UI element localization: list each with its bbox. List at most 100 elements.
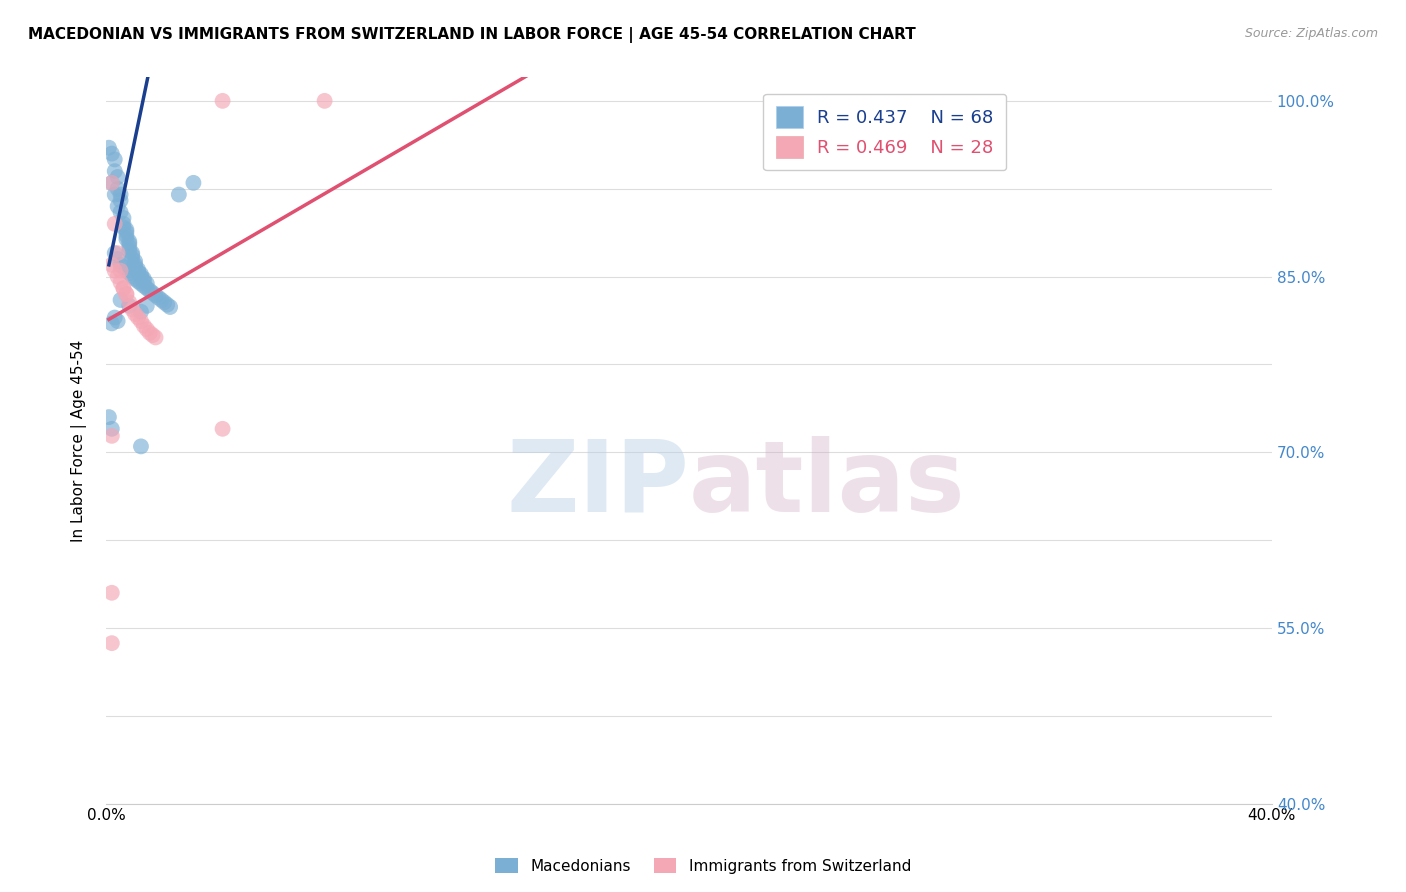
Point: [115, 263, 138, 277]
Point: [129, 277, 152, 291]
Point: [135, 299, 157, 313]
Text: ZIP: ZIP: [506, 435, 689, 533]
Point: [115, 228, 138, 243]
Point: [118, 299, 141, 313]
Point: [150, 293, 173, 307]
Point: [129, 314, 152, 328]
Point: [121, 248, 143, 262]
Point: [115, 225, 138, 239]
Point: [97, 410, 120, 425]
Point: [118, 235, 141, 249]
Point: [104, 153, 127, 167]
Point: [127, 310, 149, 325]
Point: [118, 244, 141, 258]
Point: [107, 182, 129, 196]
Point: [121, 269, 143, 284]
Point: [129, 439, 152, 453]
Point: [129, 269, 152, 284]
Point: [124, 254, 146, 268]
Y-axis label: In Labor Force | Age 45-54: In Labor Force | Age 45-54: [72, 339, 87, 541]
Point: [118, 266, 141, 280]
Point: [115, 223, 138, 237]
Point: [135, 281, 157, 295]
Point: [101, 258, 124, 272]
Point: [159, 300, 181, 314]
Point: [110, 258, 132, 272]
Point: [145, 288, 167, 302]
Point: [107, 246, 129, 260]
Point: [132, 318, 155, 333]
Legend: R = 0.437    N = 68, R = 0.469    N = 28: R = 0.437 N = 68, R = 0.469 N = 28: [763, 94, 1007, 170]
Point: [138, 284, 160, 298]
Point: [135, 322, 157, 336]
Point: [112, 220, 135, 235]
Point: [121, 246, 143, 260]
Text: MACEDONIAN VS IMMIGRANTS FROM SWITZERLAND IN LABOR FORCE | AGE 45-54 CORRELATION: MACEDONIAN VS IMMIGRANTS FROM SWITZERLAN…: [28, 27, 915, 43]
Point: [112, 281, 135, 295]
Point: [118, 240, 141, 254]
Point: [153, 295, 176, 310]
Point: [110, 187, 132, 202]
Point: [132, 272, 155, 286]
Point: [121, 252, 143, 266]
Point: [145, 330, 167, 344]
Point: [110, 263, 132, 277]
Point: [132, 274, 155, 288]
Point: [142, 285, 165, 300]
Point: [112, 211, 135, 225]
Point: [110, 194, 132, 208]
Point: [211, 94, 233, 108]
Point: [112, 260, 135, 275]
Point: [101, 429, 124, 443]
Point: [127, 262, 149, 277]
Point: [129, 304, 152, 318]
Point: [211, 422, 233, 436]
Point: [101, 176, 124, 190]
Point: [115, 287, 138, 301]
Point: [124, 258, 146, 272]
Point: [104, 310, 127, 325]
Point: [121, 302, 143, 317]
Point: [97, 141, 120, 155]
Point: [110, 205, 132, 219]
Point: [124, 307, 146, 321]
Point: [107, 199, 129, 213]
Point: [132, 279, 155, 293]
Point: [118, 295, 141, 310]
Point: [104, 263, 127, 277]
Point: [104, 246, 127, 260]
Point: [107, 269, 129, 284]
Point: [110, 293, 132, 307]
Point: [167, 187, 190, 202]
Point: [129, 267, 152, 281]
Point: [107, 169, 129, 184]
Point: [124, 272, 146, 286]
Point: [124, 260, 146, 275]
Point: [101, 636, 124, 650]
Point: [127, 265, 149, 279]
Point: [112, 217, 135, 231]
Point: [127, 274, 149, 288]
Point: [183, 176, 205, 190]
Point: [101, 317, 124, 331]
Point: [101, 146, 124, 161]
Point: [142, 328, 165, 343]
Point: [110, 276, 132, 290]
Point: [115, 232, 138, 246]
Point: [101, 176, 124, 190]
Point: [156, 298, 179, 312]
Point: [148, 291, 170, 305]
Point: [135, 277, 157, 291]
Point: [104, 164, 127, 178]
Text: Source: ZipAtlas.com: Source: ZipAtlas.com: [1244, 27, 1378, 40]
Legend: Macedonians, Immigrants from Switzerland: Macedonians, Immigrants from Switzerland: [489, 852, 917, 880]
Point: [101, 586, 124, 600]
Point: [112, 281, 135, 295]
Point: [107, 252, 129, 266]
Point: [101, 422, 124, 436]
Text: atlas: atlas: [689, 435, 966, 533]
Point: [107, 314, 129, 328]
Point: [104, 187, 127, 202]
Point: [115, 287, 138, 301]
Point: [138, 326, 160, 340]
